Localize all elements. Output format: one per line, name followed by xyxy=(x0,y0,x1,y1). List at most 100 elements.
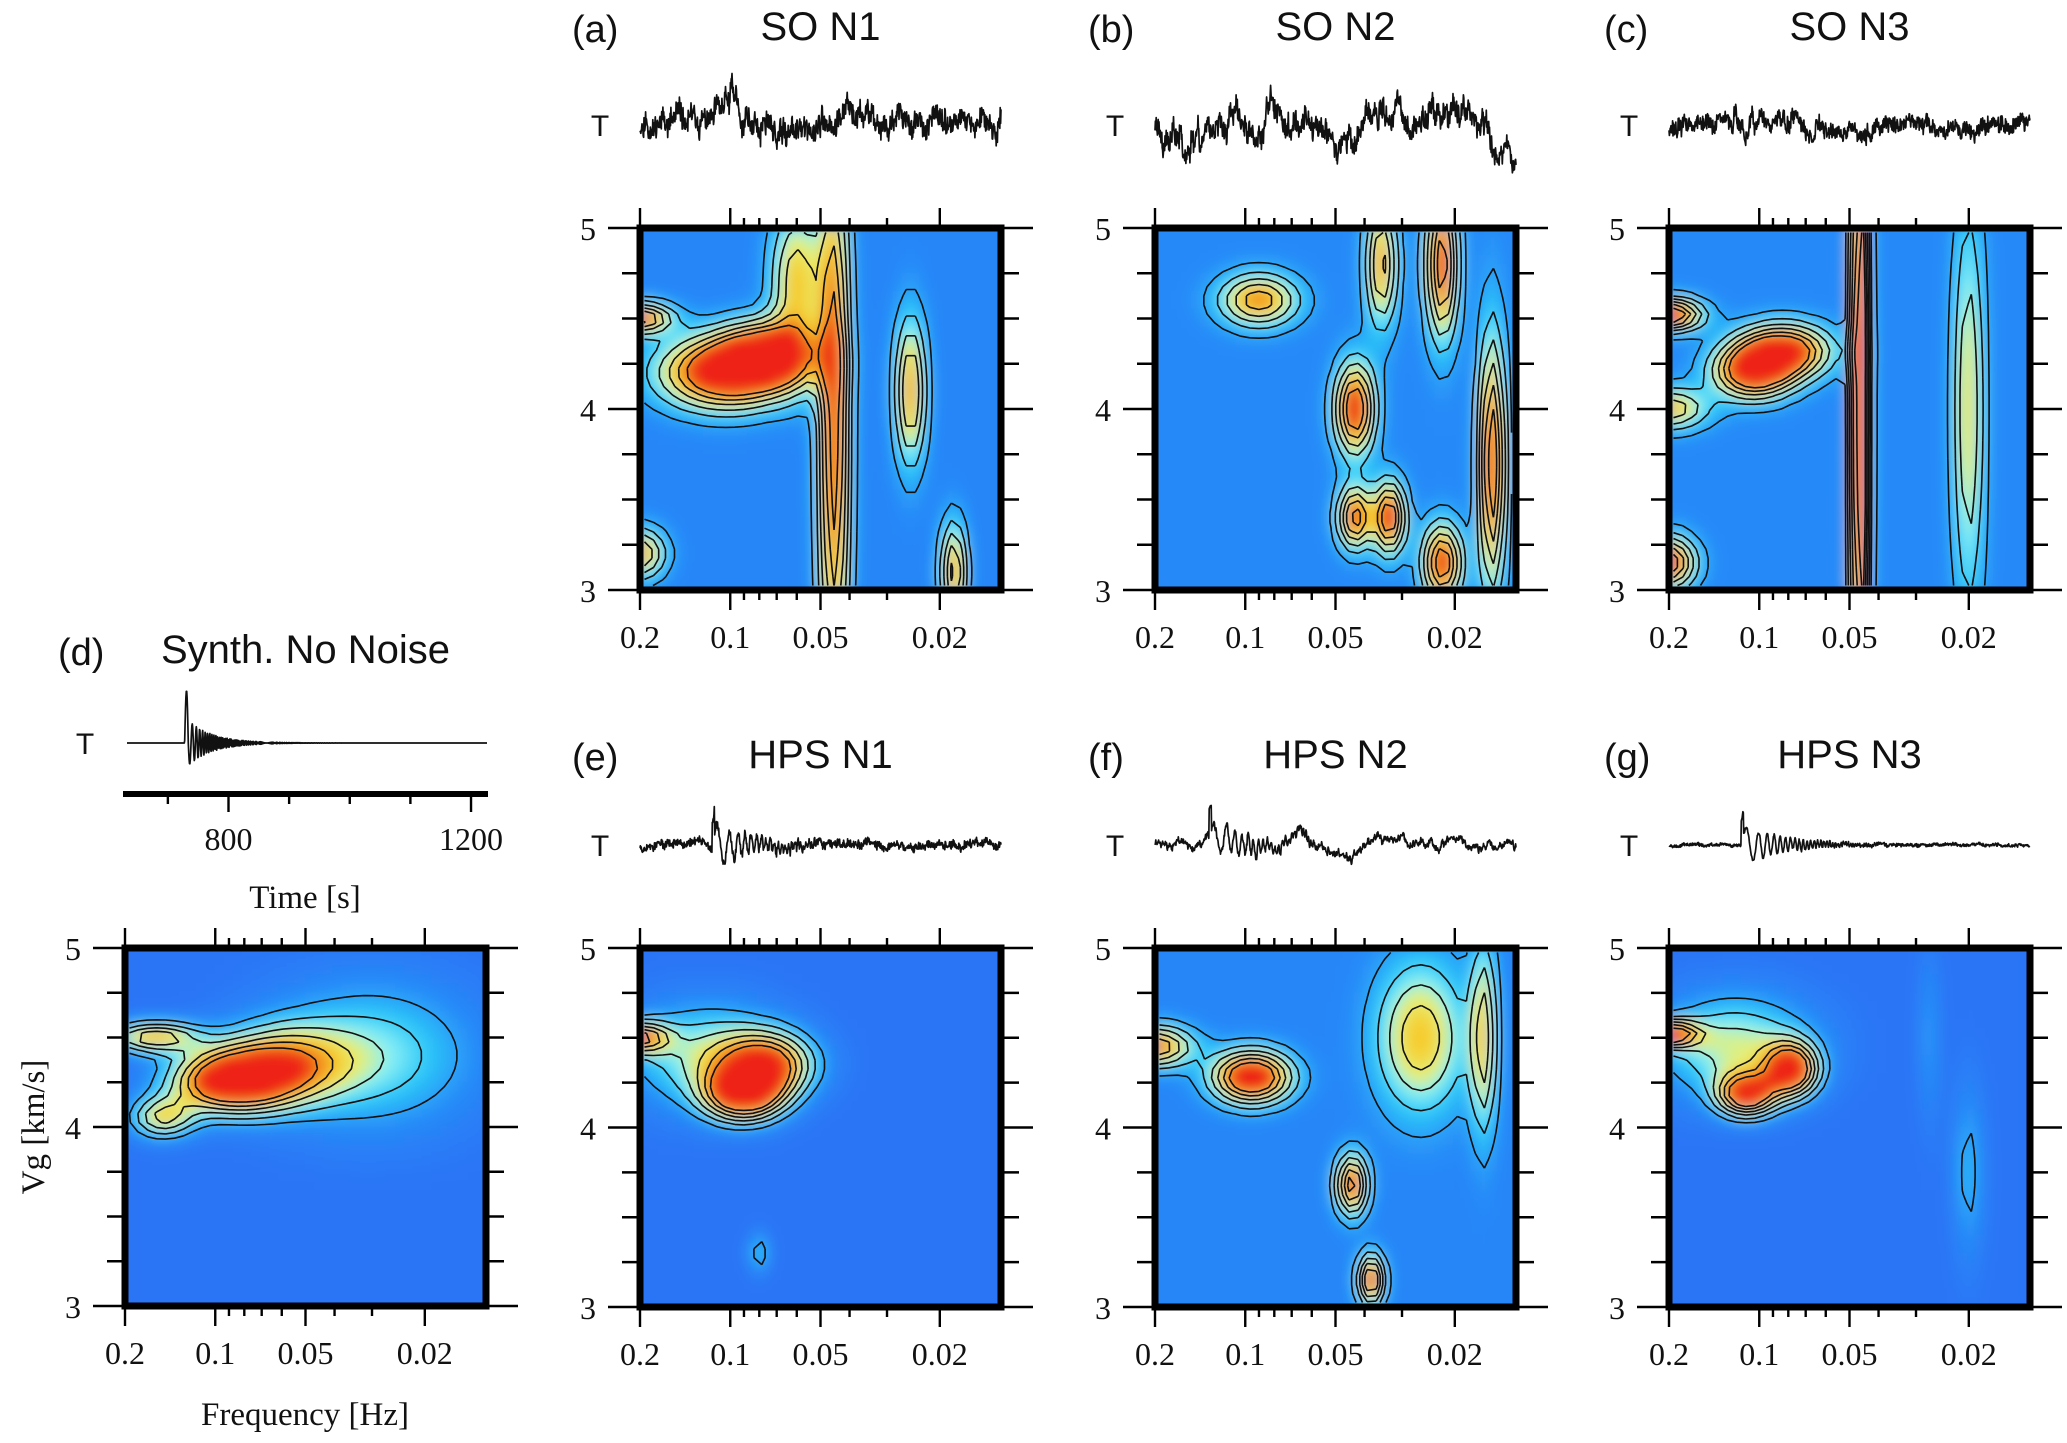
heatmap-cell xyxy=(675,562,686,573)
heatmap-cell xyxy=(883,390,894,401)
heatmap-cell xyxy=(1948,281,1959,292)
heatmap-cell xyxy=(1398,354,1409,365)
heatmap-cell xyxy=(1749,263,1760,274)
heatmap-cell xyxy=(1812,318,1823,329)
heatmap-cell xyxy=(901,308,912,319)
heatmap-cell xyxy=(1722,263,1733,274)
heatmap-cell xyxy=(2020,254,2030,265)
heatmap-cell xyxy=(883,263,894,274)
heatmap-cell xyxy=(1984,318,1995,329)
heatmap-cell xyxy=(1758,228,1769,238)
heatmap-cell xyxy=(1903,453,1914,464)
heatmap-cell xyxy=(702,318,713,329)
heatmap-cell xyxy=(1497,417,1508,428)
heatmap-cell xyxy=(1740,471,1751,482)
heatmap-cell xyxy=(2011,453,2022,464)
heatmap-cell xyxy=(1181,272,1192,283)
heatmap-cell xyxy=(1722,444,1733,455)
heatmap-cell xyxy=(711,571,722,582)
heatmap-cell xyxy=(1425,508,1436,519)
heatmap-cell xyxy=(747,499,758,510)
heatmap-cell xyxy=(2002,417,2013,428)
heatmap-cell xyxy=(1262,290,1273,301)
heatmap-cell xyxy=(1776,363,1787,374)
heatmap-cell xyxy=(1325,571,1336,582)
heatmap-cell xyxy=(1253,462,1264,473)
heatmap-cell xyxy=(991,236,1001,247)
heatmap-cell xyxy=(1821,535,1832,546)
heatmap-cell xyxy=(1695,263,1706,274)
heatmap-cell xyxy=(1280,562,1291,573)
heatmap-cell xyxy=(1199,489,1210,500)
heatmap-cell xyxy=(1930,228,1941,238)
heatmap-cell xyxy=(1731,299,1742,310)
heatmap-cell xyxy=(1316,426,1327,437)
heatmap-cell xyxy=(1669,580,1679,590)
heatmap-cell xyxy=(1912,399,1923,410)
heatmap-cell xyxy=(1452,435,1463,446)
heatmap-cell xyxy=(1235,408,1246,419)
heatmap-cell xyxy=(1785,426,1796,437)
heatmap-cell xyxy=(982,381,993,392)
heatmap-cell xyxy=(666,499,677,510)
heatmap-cell xyxy=(1443,508,1454,519)
heatmap-cell xyxy=(1885,363,1896,374)
heatmap-cell xyxy=(1776,526,1787,537)
heatmap-cell xyxy=(1830,399,1841,410)
heatmap-cell xyxy=(1803,453,1814,464)
heatmap-cell xyxy=(1758,281,1769,292)
heatmap-cell xyxy=(820,471,831,482)
heatmap-cell xyxy=(910,499,921,510)
heatmap-cell xyxy=(1758,508,1769,519)
heatmap-cell xyxy=(1749,363,1760,374)
heatmap-cell xyxy=(919,381,930,392)
heatmap-cell xyxy=(1686,426,1697,437)
heatmap-cell xyxy=(1686,408,1697,419)
heatmap-cell xyxy=(1443,571,1454,582)
heatmap-cell xyxy=(684,345,695,356)
heatmap-cell xyxy=(1244,336,1255,347)
heatmap-cell xyxy=(1677,290,1688,301)
heatmap-cell xyxy=(729,435,740,446)
heatmap-cell xyxy=(1479,499,1490,510)
heatmap-cell xyxy=(2020,381,2030,392)
heatmap-cell xyxy=(1686,236,1697,247)
heatmap-cell xyxy=(1966,318,1977,329)
heatmap-cell xyxy=(1362,390,1373,401)
heatmap-cell xyxy=(1262,299,1273,310)
heatmap-cell xyxy=(1731,553,1742,564)
heatmap-cell xyxy=(1434,462,1445,473)
heatmap-cell xyxy=(928,553,939,564)
heatmap-cell xyxy=(1921,526,1932,537)
heatmap-cell xyxy=(1722,363,1733,374)
heatmap-cell xyxy=(1262,263,1273,274)
heatmap-cell xyxy=(1830,308,1841,319)
heatmap-cell xyxy=(982,499,993,510)
heatmap-cell xyxy=(1957,308,1968,319)
heatmap-cell xyxy=(774,345,785,356)
heatmap-cell xyxy=(1686,299,1697,310)
heatmap-cell xyxy=(1903,471,1914,482)
heatmap-cell xyxy=(973,471,984,482)
heatmap-cell xyxy=(1434,318,1445,329)
heatmap-cell xyxy=(1704,462,1715,473)
heatmap-cell xyxy=(1695,499,1706,510)
heatmap-cell xyxy=(666,354,677,365)
heatmap-cell xyxy=(1389,236,1400,247)
heatmap-cell xyxy=(657,480,668,491)
heatmap-cell xyxy=(1731,508,1742,519)
heatmap-cell xyxy=(1443,281,1454,292)
heatmap-cell xyxy=(865,571,876,582)
heatmap-cell xyxy=(1488,390,1499,401)
heatmap-cell xyxy=(1271,471,1282,482)
heatmap-cell xyxy=(1876,444,1887,455)
heatmap-cell xyxy=(2020,544,2030,555)
heatmap-cell xyxy=(820,372,831,383)
heatmap-cell xyxy=(657,435,668,446)
heatmap-cell xyxy=(801,399,812,410)
heatmap-cell xyxy=(1488,462,1499,473)
heatmap-cell xyxy=(2002,372,2013,383)
heatmap-cell xyxy=(1722,580,1733,590)
heatmap-cell xyxy=(1335,290,1346,301)
heatmap-cell xyxy=(1497,308,1508,319)
